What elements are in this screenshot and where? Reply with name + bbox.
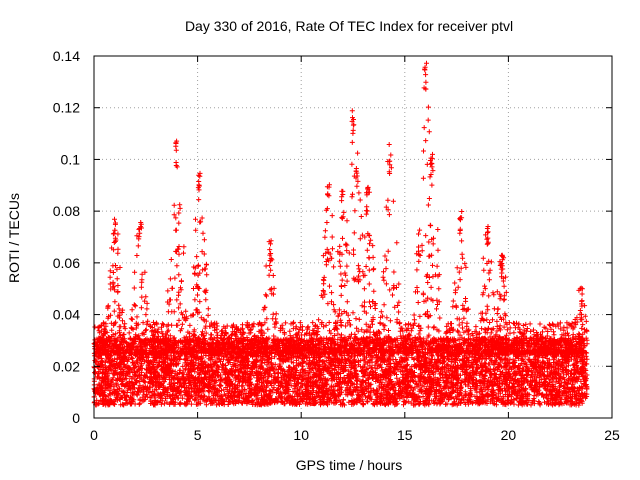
x-tick-label: 10 xyxy=(293,427,309,443)
y-tick-label: 0.1 xyxy=(61,151,81,167)
chart-title: Day 330 of 2016, Rate Of TEC Index for r… xyxy=(185,18,513,34)
axis-ticks xyxy=(93,55,613,419)
tick-labels: 0 0.02 0.04 0.06 0.08 0.1 0.12 0.14 0 5 10 15 20 25 xyxy=(53,48,620,443)
data-points xyxy=(91,60,590,408)
x-tick-label: 20 xyxy=(501,427,517,443)
x-axis-label: GPS time / hours xyxy=(296,457,403,473)
x-tick-label: 0 xyxy=(90,427,98,443)
x-tick-label: 25 xyxy=(604,427,620,443)
roti-series-points xyxy=(91,60,590,408)
grid-lines xyxy=(94,56,612,418)
y-tick-label: 0.14 xyxy=(53,48,80,64)
plot-frame xyxy=(93,55,613,419)
y-tick-label: 0.02 xyxy=(53,358,80,374)
y-tick-label: 0.08 xyxy=(53,203,80,219)
x-tick-label: 15 xyxy=(397,427,413,443)
x-tick-label: 5 xyxy=(194,427,202,443)
y-tick-label: 0.12 xyxy=(53,100,80,116)
y-tick-label: 0.06 xyxy=(53,255,80,271)
y-tick-label: 0.04 xyxy=(53,307,80,323)
y-tick-label: 0 xyxy=(72,410,80,426)
y-axis-label: ROTI / TECUs xyxy=(6,193,22,283)
